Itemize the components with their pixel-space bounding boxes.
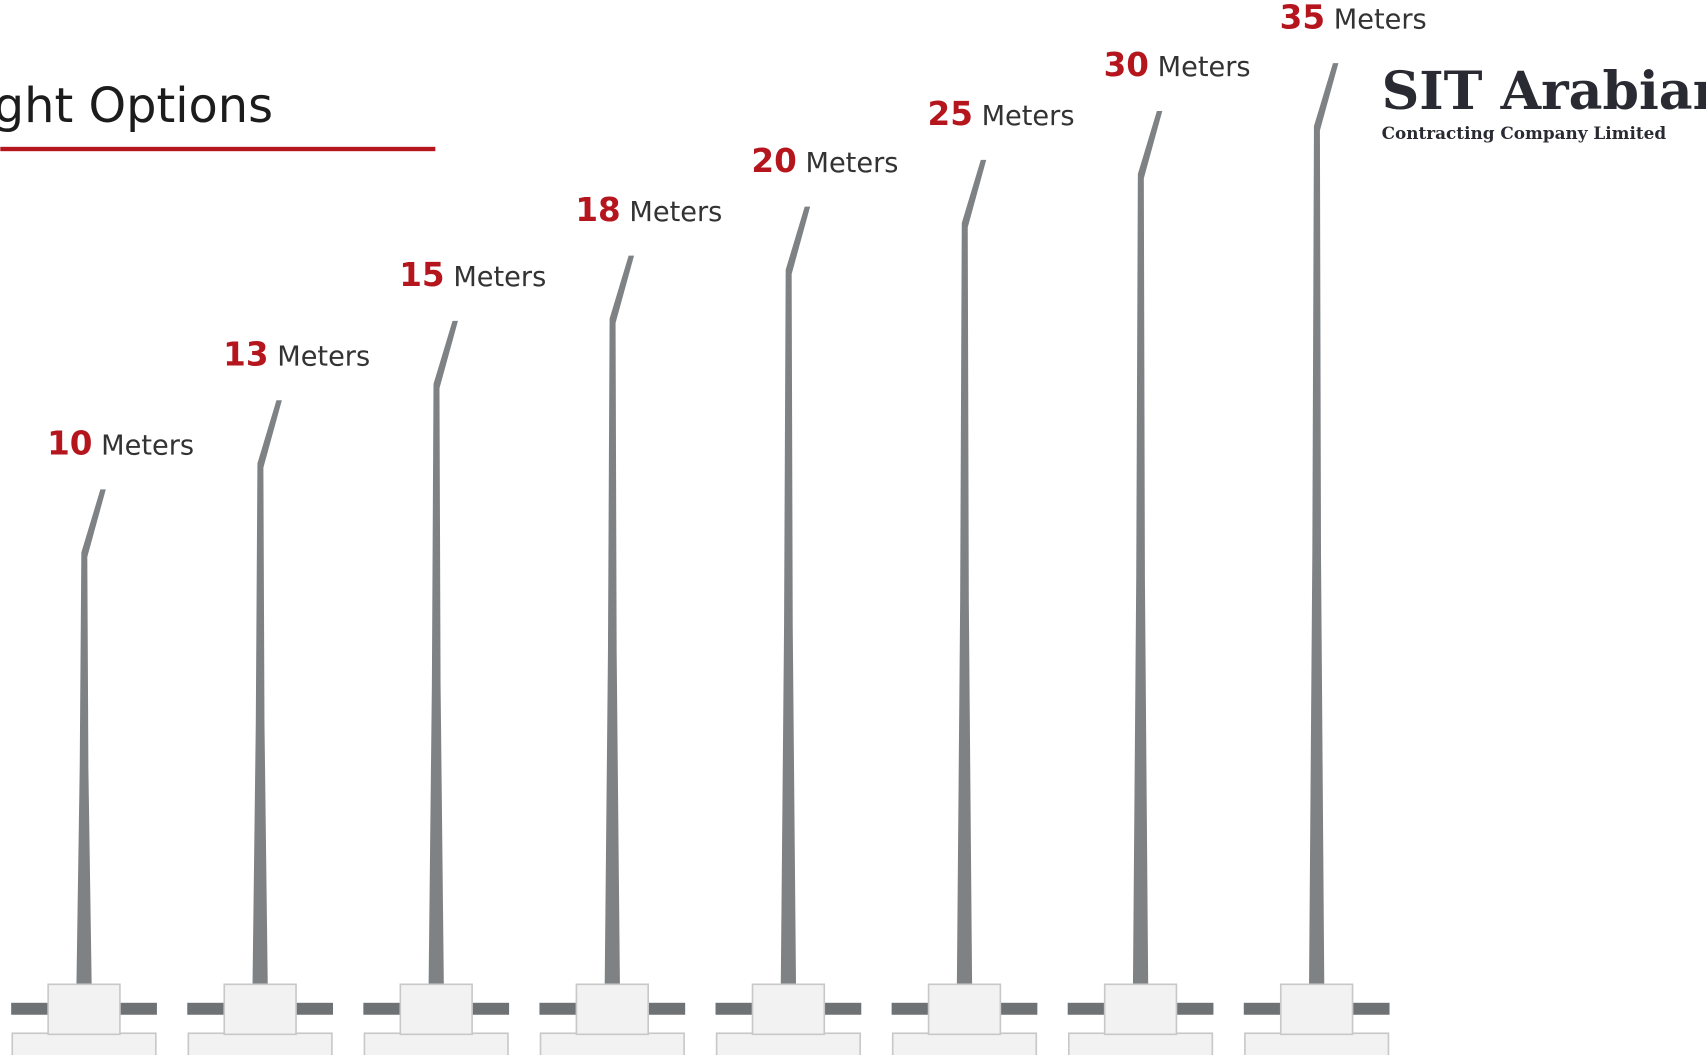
base-box bbox=[927, 983, 1002, 1036]
pole bbox=[76, 489, 106, 985]
pole bbox=[604, 255, 635, 985]
pole-height: 35 bbox=[1280, 0, 1325, 36]
foundation bbox=[539, 1032, 685, 1055]
base-box bbox=[47, 983, 121, 1036]
pole-label: 10 Meters bbox=[47, 425, 194, 463]
pole-group: 13 Meters bbox=[187, 335, 370, 1055]
foundation bbox=[715, 1032, 861, 1055]
title-underline bbox=[0, 146, 436, 152]
pole-group: 30 Meters bbox=[1067, 46, 1251, 1055]
page-title: ght Options bbox=[0, 79, 273, 134]
base-box bbox=[575, 983, 650, 1036]
pole bbox=[252, 400, 282, 985]
base-box bbox=[1103, 983, 1178, 1036]
pole-label: 35 Meters bbox=[1280, 0, 1427, 36]
pole-group: 25 Meters bbox=[891, 95, 1075, 1055]
pole-label: 25 Meters bbox=[928, 95, 1075, 133]
base-box bbox=[1279, 983, 1354, 1036]
pole-unit: Meters bbox=[1158, 52, 1251, 83]
pole-label: 20 Meters bbox=[751, 142, 898, 180]
pole-label: 13 Meters bbox=[223, 335, 370, 373]
foundation bbox=[187, 1032, 333, 1055]
pole-unit: Meters bbox=[101, 431, 194, 462]
pole-label: 30 Meters bbox=[1104, 46, 1251, 84]
pole-unit: Meters bbox=[1334, 4, 1427, 35]
pole-height: 30 bbox=[1104, 46, 1149, 84]
pole-height: 18 bbox=[575, 191, 620, 229]
base-box bbox=[223, 983, 297, 1036]
pole bbox=[956, 159, 987, 985]
pole-group: 18 Meters bbox=[539, 191, 722, 1055]
pole-group: 35 Meters bbox=[1243, 0, 1427, 1055]
pole-height: 25 bbox=[928, 95, 973, 133]
pole bbox=[1132, 110, 1163, 985]
base-box bbox=[751, 983, 826, 1036]
pole-height: 13 bbox=[223, 335, 268, 373]
foundation bbox=[891, 1032, 1038, 1055]
poles: 10 Meters 13 Meters 15 Meters 18 Meters 20 Meters… bbox=[11, 0, 1427, 1055]
logo-name: SIT Arabian bbox=[1382, 61, 1706, 122]
logo-tagline: Contracting Company Limited bbox=[1382, 123, 1667, 143]
pole-group: 10 Meters bbox=[11, 425, 194, 1055]
foundation bbox=[363, 1032, 509, 1055]
foundation bbox=[11, 1032, 157, 1055]
pole-group: 20 Meters bbox=[715, 142, 898, 1055]
pole bbox=[1309, 63, 1339, 985]
foundation bbox=[1244, 1032, 1390, 1055]
foundation bbox=[1067, 1032, 1214, 1055]
pole-label: 15 Meters bbox=[399, 256, 546, 294]
pole bbox=[428, 320, 458, 985]
pole-unit: Meters bbox=[982, 101, 1075, 132]
pole-unit: Meters bbox=[277, 341, 370, 372]
pole-group: 15 Meters bbox=[363, 256, 546, 1055]
pole bbox=[780, 206, 811, 985]
base-box bbox=[399, 983, 473, 1036]
pole-height: 15 bbox=[399, 256, 444, 294]
pole-unit: Meters bbox=[806, 148, 899, 179]
pole-unit: Meters bbox=[453, 262, 546, 293]
pole-height: 20 bbox=[751, 142, 796, 180]
pole-label: 18 Meters bbox=[575, 191, 722, 229]
pole-height: 10 bbox=[47, 425, 92, 463]
pole-unit: Meters bbox=[629, 197, 722, 228]
